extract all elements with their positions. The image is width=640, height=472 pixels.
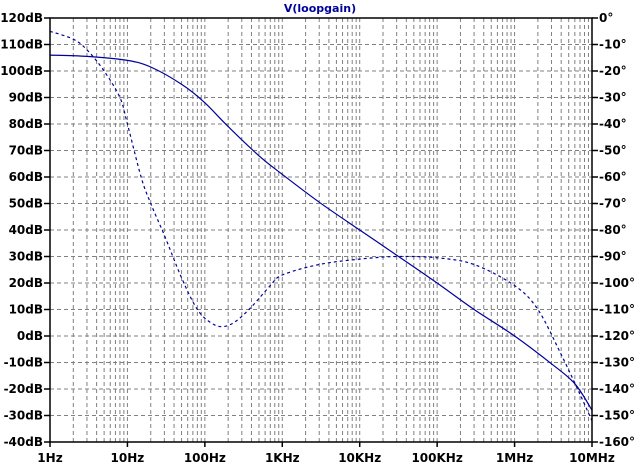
y-left-tick-label: 80dB: [9, 117, 43, 131]
y-right-tick-label: -70°: [599, 197, 627, 211]
y-right-tick-label: -40°: [599, 117, 627, 131]
y-right-tick-label: -90°: [599, 250, 627, 264]
y-right-tick-label: -80°: [599, 223, 627, 237]
chart-title[interactable]: V(loopgain): [284, 2, 356, 15]
y-left-tick-label: 70dB: [9, 144, 43, 158]
y-right-tick-label: -20°: [599, 64, 627, 78]
y-left-tick-label: -40dB: [4, 435, 43, 449]
y-left-tick-label: 120dB: [0, 11, 43, 25]
y-right-tick-label: -120°: [599, 329, 635, 343]
y-right-tick-label: -150°: [599, 409, 635, 423]
y-left-tick-label: -10dB: [4, 356, 43, 370]
y-right-tick-label: -160°: [599, 435, 635, 449]
y-left-tick-label: 50dB: [9, 197, 43, 211]
y-left-tick-label: 110dB: [0, 38, 43, 52]
y-right-tick-label: -100°: [599, 276, 635, 290]
x-tick-label: 10MHz: [569, 451, 615, 465]
y-right-tick-label: -50°: [599, 144, 627, 158]
y-left-tick-label: 60dB: [9, 170, 43, 184]
y-right-tick-label: -130°: [599, 356, 635, 370]
y-left-tick-label: 90dB: [9, 91, 43, 105]
y-right-tick-label: -30°: [599, 91, 627, 105]
y-right-tick-label: -10°: [599, 38, 627, 52]
x-tick-label: 1KHz: [265, 451, 300, 465]
y-right-tick-label: -110°: [599, 303, 635, 317]
y-right-tick-label: -60°: [599, 170, 627, 184]
y-right-tick-label: -140°: [599, 382, 635, 396]
x-tick-label: 100Hz: [184, 451, 226, 465]
x-tick-label: 1Hz: [37, 451, 62, 465]
y-left-tick-label: -20dB: [4, 382, 43, 396]
y-left-tick-label: 30dB: [9, 250, 43, 264]
x-tick-label: 1MHz: [496, 451, 533, 465]
y-left-tick-label: 0dB: [17, 329, 43, 343]
x-tick-label: 10Hz: [111, 451, 145, 465]
y-right-tick-label: 0°: [599, 11, 613, 25]
x-tick-label: 10KHz: [338, 451, 381, 465]
x-tick-label: 100KHz: [411, 451, 462, 465]
axis-ticks: 120dB 0° 110dB -10° 100dB -20° 90dB -30° 80dB -40…: [0, 11, 635, 465]
y-left-tick-label: 100dB: [0, 64, 43, 78]
y-left-tick-label: 10dB: [9, 303, 43, 317]
grid: [50, 18, 592, 442]
y-left-tick-label: -30dB: [4, 409, 43, 423]
y-left-tick-label: 20dB: [9, 276, 43, 290]
y-left-tick-label: 40dB: [9, 223, 43, 237]
